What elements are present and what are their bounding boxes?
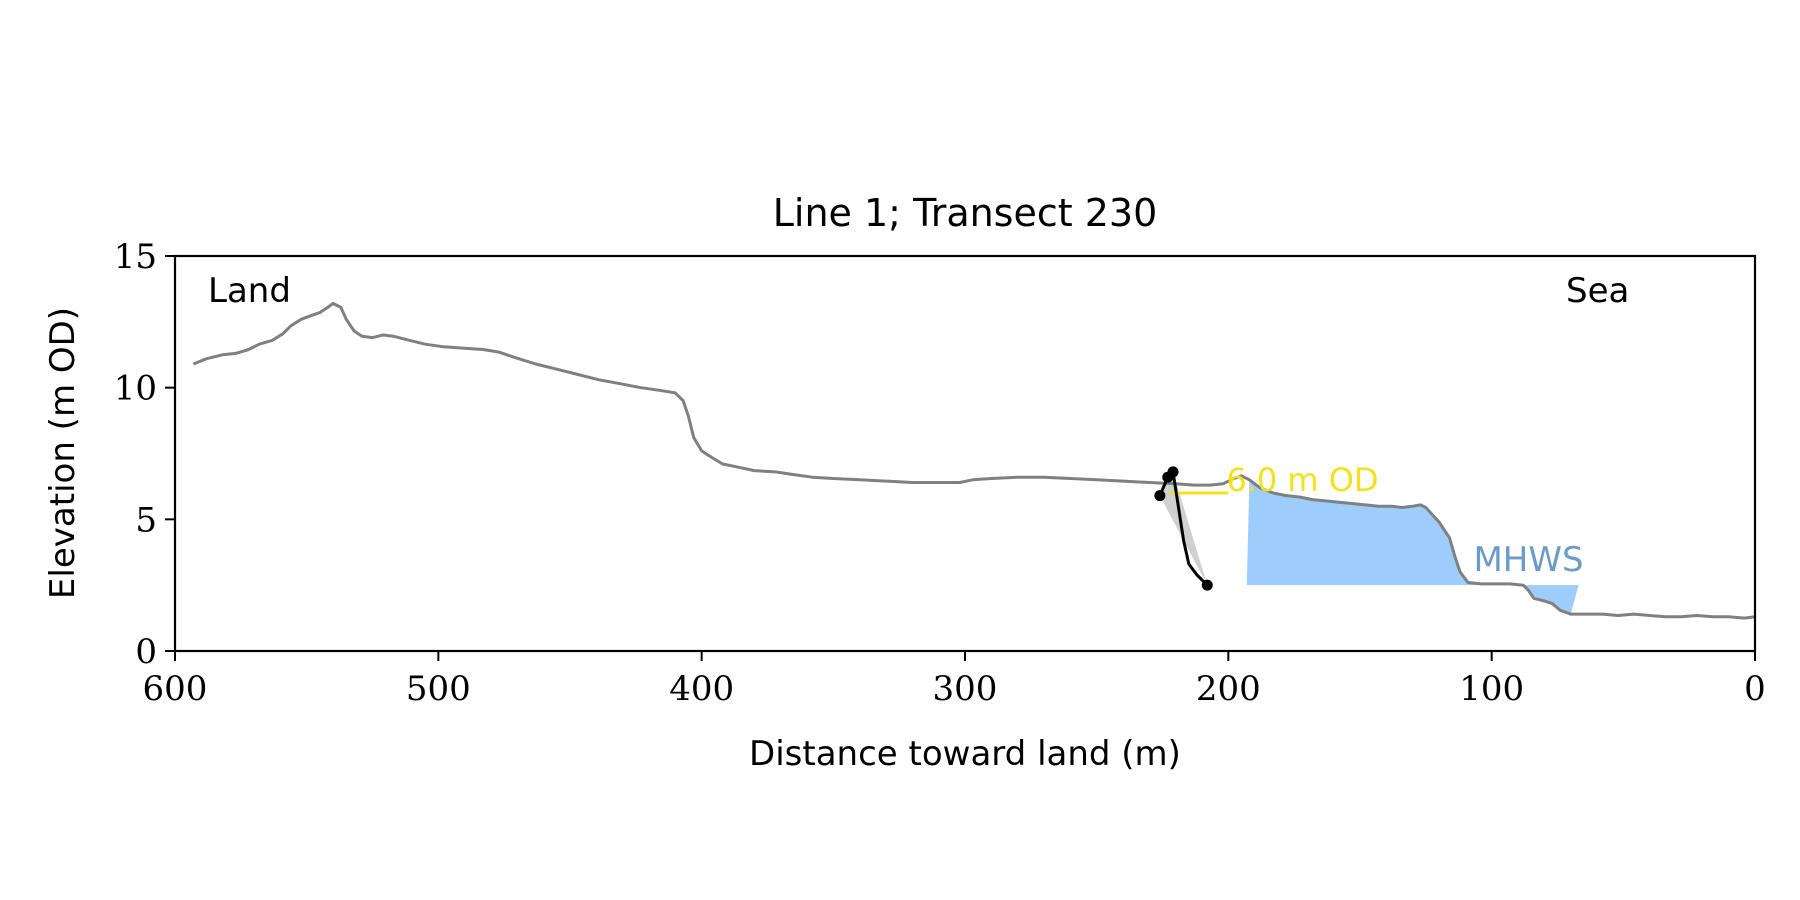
x-tick-label: 200 <box>1196 669 1261 709</box>
x-tick-label: 0 <box>1744 669 1766 709</box>
y-tick-label: 15 <box>114 237 157 277</box>
x-tick-label: 100 <box>1459 669 1524 709</box>
chart-title: Line 1; Transect 230 <box>773 191 1158 235</box>
cliff-shaded-area <box>1159 471 1208 586</box>
x-tick-label: 300 <box>933 669 998 709</box>
y-axis: 0 5 10 15 <box>114 237 175 672</box>
x-tick-label: 500 <box>406 669 471 709</box>
plot-area: 6.0 m OD MHWS <box>192 301 1756 620</box>
elevation-profile-line <box>192 301 1756 620</box>
threshold-label: 6.0 m OD <box>1226 461 1378 499</box>
cliff-point-3 <box>1167 466 1179 478</box>
y-tick-label: 0 <box>135 632 157 672</box>
x-axis: 600 500 400 300 200 100 0 <box>143 651 1766 709</box>
x-axis-label: Distance toward land (m) <box>749 734 1181 774</box>
land-annotation: Land <box>208 271 291 311</box>
sea-annotation: Sea <box>1566 271 1629 311</box>
mhws-label: MHWS <box>1473 540 1583 580</box>
mhws-water-area <box>1246 479 1579 615</box>
y-tick-label: 5 <box>135 500 157 540</box>
cliff-point-4 <box>1201 579 1213 591</box>
x-tick-label: 600 <box>143 669 208 709</box>
y-axis-label: Elevation (m OD) <box>43 307 83 599</box>
x-tick-label: 400 <box>669 669 734 709</box>
cliff-point-1 <box>1154 490 1166 502</box>
y-tick-label: 10 <box>114 369 157 409</box>
